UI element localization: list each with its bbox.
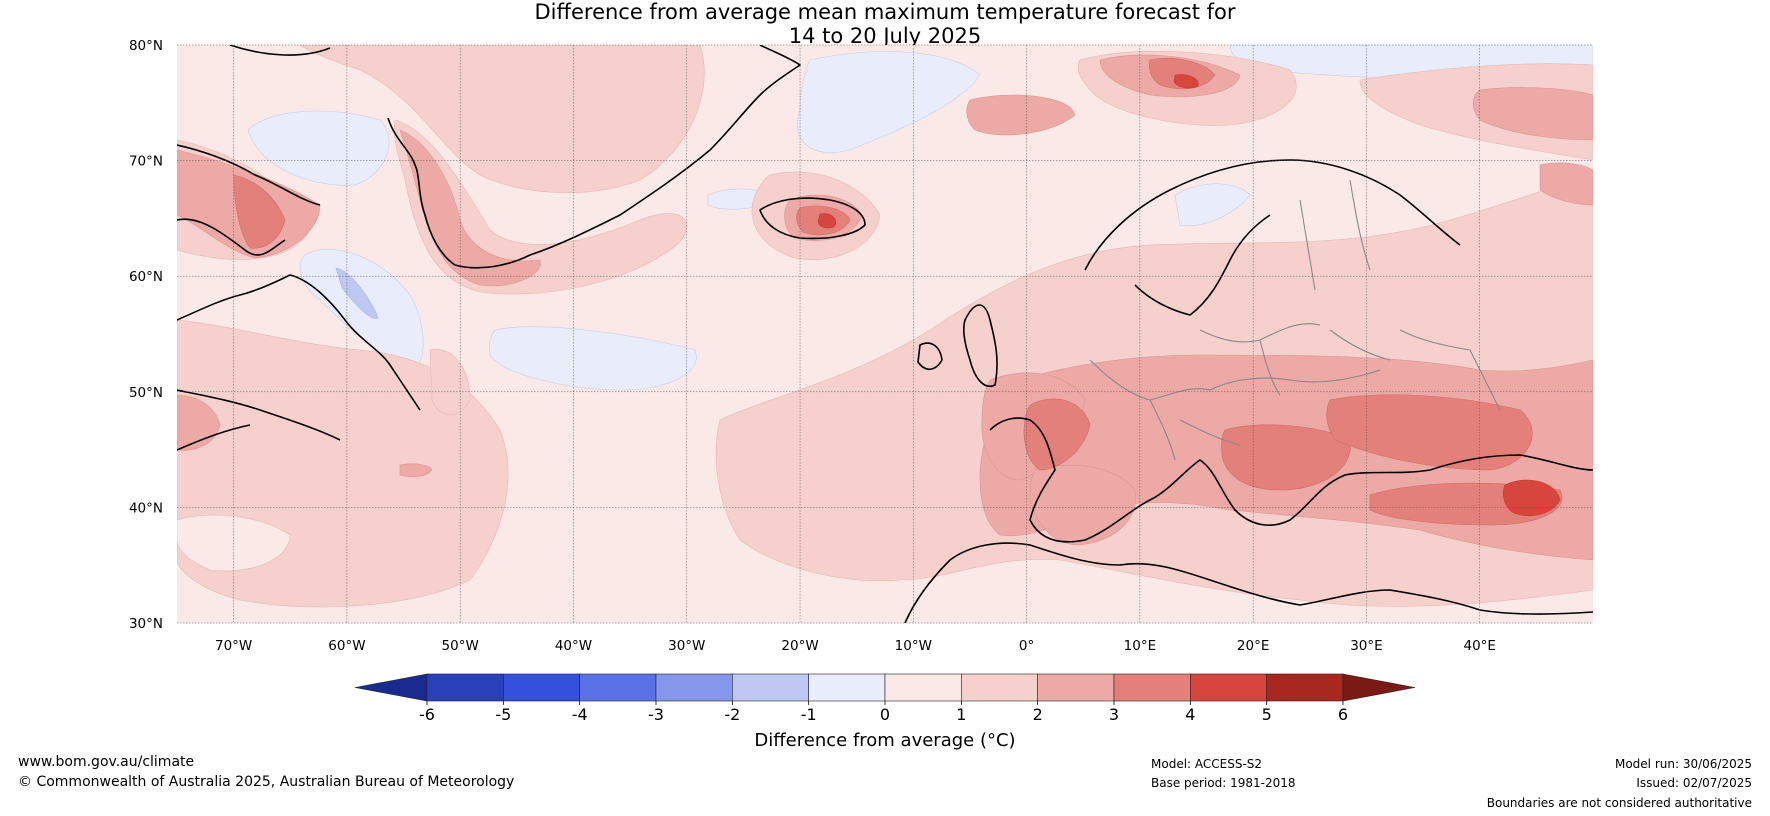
coastline-greenland <box>229 45 801 269</box>
colorbar-segment <box>1037 673 1115 702</box>
warm-2-3-iberia <box>1029 464 1137 546</box>
lon-label: 70°W <box>215 638 252 654</box>
coastlines <box>177 45 1593 623</box>
coastline-scandinavia <box>1084 159 1461 316</box>
colorbar-segment <box>1113 673 1191 702</box>
coastline-iceland <box>759 197 866 240</box>
warm-4-5-svalbard <box>1173 74 1199 89</box>
warm-2-3-west-siberia <box>1539 162 1593 206</box>
lat-label: 60°N <box>129 269 163 285</box>
colorbar-segment <box>1266 673 1344 702</box>
footer-model-run: Model run: 30/06/2025 <box>1614 757 1752 771</box>
colorbar-segment <box>884 673 962 702</box>
colorbar-tick-label: -2 <box>724 705 740 724</box>
footer-model: Model: ACCESS-S2 <box>1151 757 1263 771</box>
warm-3-4-balkans <box>1221 424 1351 491</box>
cooler-region-labrador <box>335 267 379 319</box>
lon-label: 30°E <box>1350 638 1382 654</box>
warm-3-4-greenland-ne <box>233 174 286 249</box>
cool-region-mid-atlantic <box>488 326 697 391</box>
colorbar-tick-label: 2 <box>1033 705 1043 724</box>
colorbar-tick-label: -4 <box>572 705 588 724</box>
colorbar-segment <box>732 673 809 702</box>
lon-label: 0° <box>1019 638 1034 654</box>
colorbar-tick-label: 6 <box>1338 705 1348 724</box>
lat-label: 40°N <box>129 500 163 516</box>
warm-3-4-france <box>1023 398 1091 471</box>
gridlines <box>177 44 1593 624</box>
warm-4-5-iceland <box>817 213 836 229</box>
lat-label: 50°N <box>129 385 163 401</box>
lon-label: 10°W <box>895 638 932 654</box>
warm-1-2-azores <box>429 348 471 416</box>
cool-region-baffin <box>247 110 390 186</box>
lon-label: 60°W <box>328 638 365 654</box>
colorbar-tick-label: -5 <box>495 705 511 724</box>
country-borders <box>1089 179 1501 461</box>
colorbar-segment <box>579 673 657 702</box>
coastline-baffin <box>177 144 321 256</box>
map-panel <box>177 44 1593 624</box>
cool-region-greenland-sea <box>797 51 981 153</box>
lat-label: 80°N <box>129 38 163 54</box>
colorbar-extend-low <box>354 673 428 702</box>
footer-website: www.bom.gov.au/climate <box>18 754 195 770</box>
colorbar: -6 -5 -4 -3 -2 -1 0 1 2 3 4 5 6 <box>354 673 1416 724</box>
cool-region-scandinavia <box>1174 183 1251 227</box>
colorbar-tick-label: 1 <box>956 705 966 724</box>
colorbar-tick-label: 0 <box>880 705 890 724</box>
colorbar-segment <box>808 673 886 702</box>
lon-label: 40°E <box>1463 638 1495 654</box>
colorbar-tick-label: -1 <box>801 705 817 724</box>
colorbar-tick-label: -6 <box>419 705 435 724</box>
colorbar-segment <box>961 673 1038 702</box>
lon-label: 40°W <box>555 638 592 654</box>
lon-label: 10°E <box>1124 638 1156 654</box>
warm-2-3-kara-sea <box>1472 87 1593 141</box>
colorbar-segment <box>655 673 733 702</box>
longitude-labels: 70°W 60°W 50°W 40°W 30°W 20°W 10°W 0° 10°E 20°E 30… <box>215 638 1496 654</box>
coastline-europe <box>989 417 1593 543</box>
title-line-2: 14 to 20 July 2025 <box>788 24 982 48</box>
footer-copyright: © Commonwealth of Australia 2025, Austra… <box>18 774 515 790</box>
border-3 <box>1299 179 1501 411</box>
lon-label: 20°W <box>781 638 818 654</box>
warm-1-2-north-greenland <box>299 45 705 193</box>
warm-2-3-norwegian-sea <box>966 94 1076 136</box>
coastline-labrador <box>177 274 421 451</box>
colorbar-extend-high <box>1342 673 1416 702</box>
footer-issued: Issued: 02/07/2025 <box>1636 776 1752 790</box>
colorbar-segment <box>1190 673 1267 702</box>
footer-disclaimer: Boundaries are not considered authoritat… <box>1486 796 1752 810</box>
lon-label: 50°W <box>442 638 479 654</box>
lon-label: 30°W <box>668 638 705 654</box>
colorbar-title: Difference from average (°C) <box>754 730 1016 751</box>
colorbar-tick-label: 4 <box>1185 705 1195 724</box>
warm-2-3-newfoundland-south <box>399 463 433 478</box>
lat-label: 70°N <box>129 154 163 170</box>
coastline-britain <box>917 304 998 387</box>
chart-title: Difference from average mean maximum tem… <box>0 0 1770 48</box>
warm-4-5-caucasus <box>1502 479 1561 516</box>
colorbar-tick-label: 5 <box>1262 705 1272 724</box>
anomaly-contours <box>177 45 1593 608</box>
latitude-labels: 80°N 70°N 60°N 50°N 40°N 30°N <box>129 38 163 632</box>
warm-1-2-ne-us <box>177 514 291 572</box>
footer-base-period: Base period: 1981-2018 <box>1151 776 1296 790</box>
colorbar-tick-label: 3 <box>1109 705 1119 724</box>
colorbar-tick-label: -3 <box>648 705 664 724</box>
border-2 <box>1179 323 1391 446</box>
lat-label: 30°N <box>129 616 163 632</box>
border-1 <box>1089 359 1381 461</box>
warm-3-4-black-sea <box>1326 394 1533 471</box>
warm-2-3-greenland-east <box>399 129 541 287</box>
colorbar-segment <box>426 673 504 702</box>
title-line-1: Difference from average mean maximum tem… <box>534 0 1236 24</box>
lon-label: 20°E <box>1237 638 1269 654</box>
coastline-africa <box>904 542 1593 623</box>
colorbar-segment <box>503 673 580 702</box>
